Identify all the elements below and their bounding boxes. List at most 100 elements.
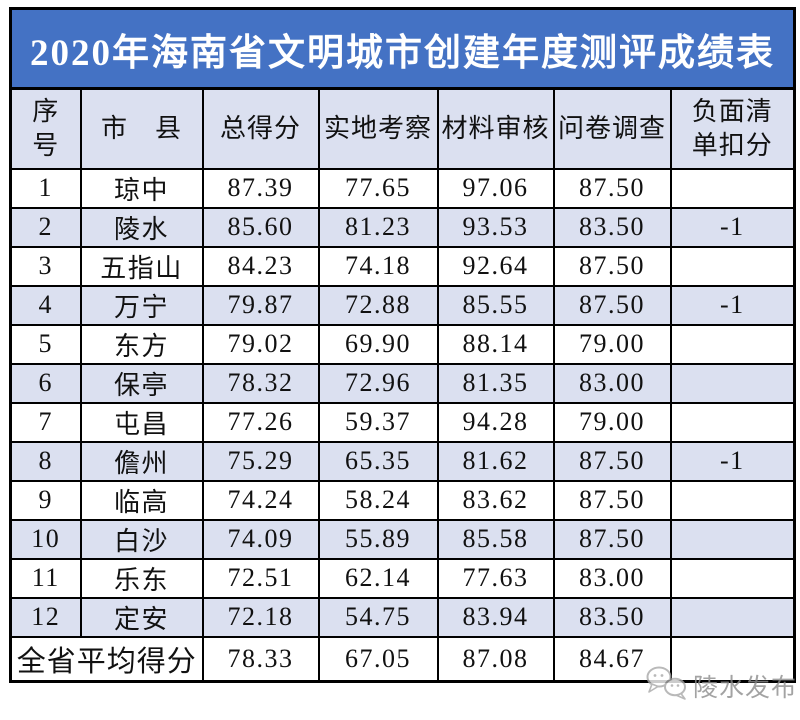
table-row: 9 临高 74.24 58.24 83.62 87.50 <box>9 479 796 521</box>
cell-no: 6 <box>9 362 82 404</box>
cell-field: 81.23 <box>317 206 439 248</box>
table-body: 1 琼中 87.39 77.65 97.06 87.50 2 陵水 85.60 81.23 93.5… <box>9 167 796 638</box>
cell-deduction <box>669 245 796 287</box>
table-row: 7 屯昌 77.26 59.37 94.28 79.00 <box>9 401 796 443</box>
cell-no: 12 <box>9 596 82 638</box>
score-table: 2020年海南省文明城市创建年度测评成绩表 序号 市 县 总得分 实地考察 材料… <box>9 7 797 683</box>
cell-survey: 87.50 <box>552 167 672 209</box>
footer-label: 全省平均得分 <box>9 635 204 682</box>
table-row: 1 琼中 87.39 77.65 97.06 87.50 <box>9 167 796 209</box>
column-header-no: 序号 <box>9 87 82 170</box>
cell-material: 88.14 <box>436 323 555 365</box>
table-row: 10 白沙 74.09 55.89 85.58 87.50 <box>9 518 796 560</box>
cell-deduction <box>669 323 796 365</box>
cell-survey: 87.50 <box>552 518 672 560</box>
title-row: 2020年海南省文明城市创建年度测评成绩表 <box>9 7 796 90</box>
cell-deduction <box>669 557 796 599</box>
cell-deduction <box>669 167 796 209</box>
cell-survey: 87.50 <box>552 479 672 521</box>
cell-material: 81.62 <box>436 440 555 482</box>
column-header-survey: 问卷调查 <box>552 87 672 170</box>
column-header-no-label: 序号 <box>32 96 60 160</box>
cell-material: 94.28 <box>436 401 555 443</box>
cell-no: 10 <box>9 518 82 560</box>
cell-deduction: -1 <box>669 440 796 482</box>
cell-survey: 83.50 <box>552 206 672 248</box>
cell-city: 东方 <box>79 323 204 365</box>
column-header-city: 市 县 <box>79 87 204 170</box>
cell-field: 59.37 <box>317 401 439 443</box>
column-header-material: 材料审核 <box>436 87 555 170</box>
cell-survey: 79.00 <box>552 401 672 443</box>
cell-total: 74.24 <box>201 479 320 521</box>
cell-field: 74.18 <box>317 245 439 287</box>
cell-city: 保亭 <box>79 362 204 404</box>
cell-no: 3 <box>9 245 82 287</box>
cell-no: 11 <box>9 557 82 599</box>
cell-survey: 83.00 <box>552 362 672 404</box>
cell-no: 5 <box>9 323 82 365</box>
cell-deduction <box>669 596 796 638</box>
cell-no: 8 <box>9 440 82 482</box>
table-row: 12 定安 72.18 54.75 83.94 83.50 <box>9 596 796 638</box>
cell-material: 81.35 <box>436 362 555 404</box>
cell-city: 儋州 <box>79 440 204 482</box>
table-row: 6 保亭 78.32 72.96 81.35 83.00 <box>9 362 796 404</box>
footer-material: 87.08 <box>436 635 555 682</box>
table-title: 2020年海南省文明城市创建年度测评成绩表 <box>9 7 796 90</box>
cell-field: 72.96 <box>317 362 439 404</box>
footer-survey: 84.67 <box>552 635 672 682</box>
cell-survey: 83.00 <box>552 557 672 599</box>
cell-field: 77.65 <box>317 167 439 209</box>
table-row: 4 万宁 79.87 72.88 85.55 87.50 -1 <box>9 284 796 326</box>
table-row: 8 儋州 75.29 65.35 81.62 87.50 -1 <box>9 440 796 482</box>
cell-city: 乐东 <box>79 557 204 599</box>
cell-survey: 87.50 <box>552 284 672 326</box>
cell-deduction <box>669 518 796 560</box>
cell-deduction <box>669 401 796 443</box>
column-header-deduction-label: 负面清单扣分 <box>691 96 773 160</box>
cell-deduction: -1 <box>669 206 796 248</box>
cell-deduction: -1 <box>669 284 796 326</box>
header-row: 序号 市 县 总得分 实地考察 材料审核 问卷调查 负面清单扣分 <box>9 87 796 170</box>
column-header-total: 总得分 <box>201 87 320 170</box>
cell-total: 79.02 <box>201 323 320 365</box>
footer-deduction <box>669 635 796 682</box>
cell-city: 定安 <box>79 596 204 638</box>
cell-field: 62.14 <box>317 557 439 599</box>
cell-survey: 87.50 <box>552 245 672 287</box>
cell-material: 77.63 <box>436 557 555 599</box>
cell-no: 7 <box>9 401 82 443</box>
cell-material: 83.62 <box>436 479 555 521</box>
cell-survey: 83.50 <box>552 596 672 638</box>
cell-material: 97.06 <box>436 167 555 209</box>
cell-material: 83.94 <box>436 596 555 638</box>
cell-material: 92.64 <box>436 245 555 287</box>
column-header-deduction: 负面清单扣分 <box>669 87 796 170</box>
cell-field: 58.24 <box>317 479 439 521</box>
cell-field: 65.35 <box>317 440 439 482</box>
cell-deduction <box>669 362 796 404</box>
cell-total: 74.09 <box>201 518 320 560</box>
cell-no: 1 <box>9 167 82 209</box>
cell-city: 五指山 <box>79 245 204 287</box>
cell-city: 陵水 <box>79 206 204 248</box>
cell-city: 临高 <box>79 479 204 521</box>
cell-material: 93.53 <box>436 206 555 248</box>
cell-total: 85.60 <box>201 206 320 248</box>
footer-field: 67.05 <box>317 635 439 682</box>
cell-field: 72.88 <box>317 284 439 326</box>
cell-city: 万宁 <box>79 284 204 326</box>
table-row: 11 乐东 72.51 62.14 77.63 83.00 <box>9 557 796 599</box>
cell-field: 69.90 <box>317 323 439 365</box>
cell-deduction <box>669 479 796 521</box>
cell-material: 85.55 <box>436 284 555 326</box>
cell-total: 79.87 <box>201 284 320 326</box>
cell-total: 84.23 <box>201 245 320 287</box>
cell-city: 琼中 <box>79 167 204 209</box>
table-row: 5 东方 79.02 69.90 88.14 79.00 <box>9 323 796 365</box>
footer-total: 78.33 <box>201 635 320 682</box>
cell-no: 4 <box>9 284 82 326</box>
cell-total: 72.18 <box>201 596 320 638</box>
column-header-field: 实地考察 <box>317 87 439 170</box>
